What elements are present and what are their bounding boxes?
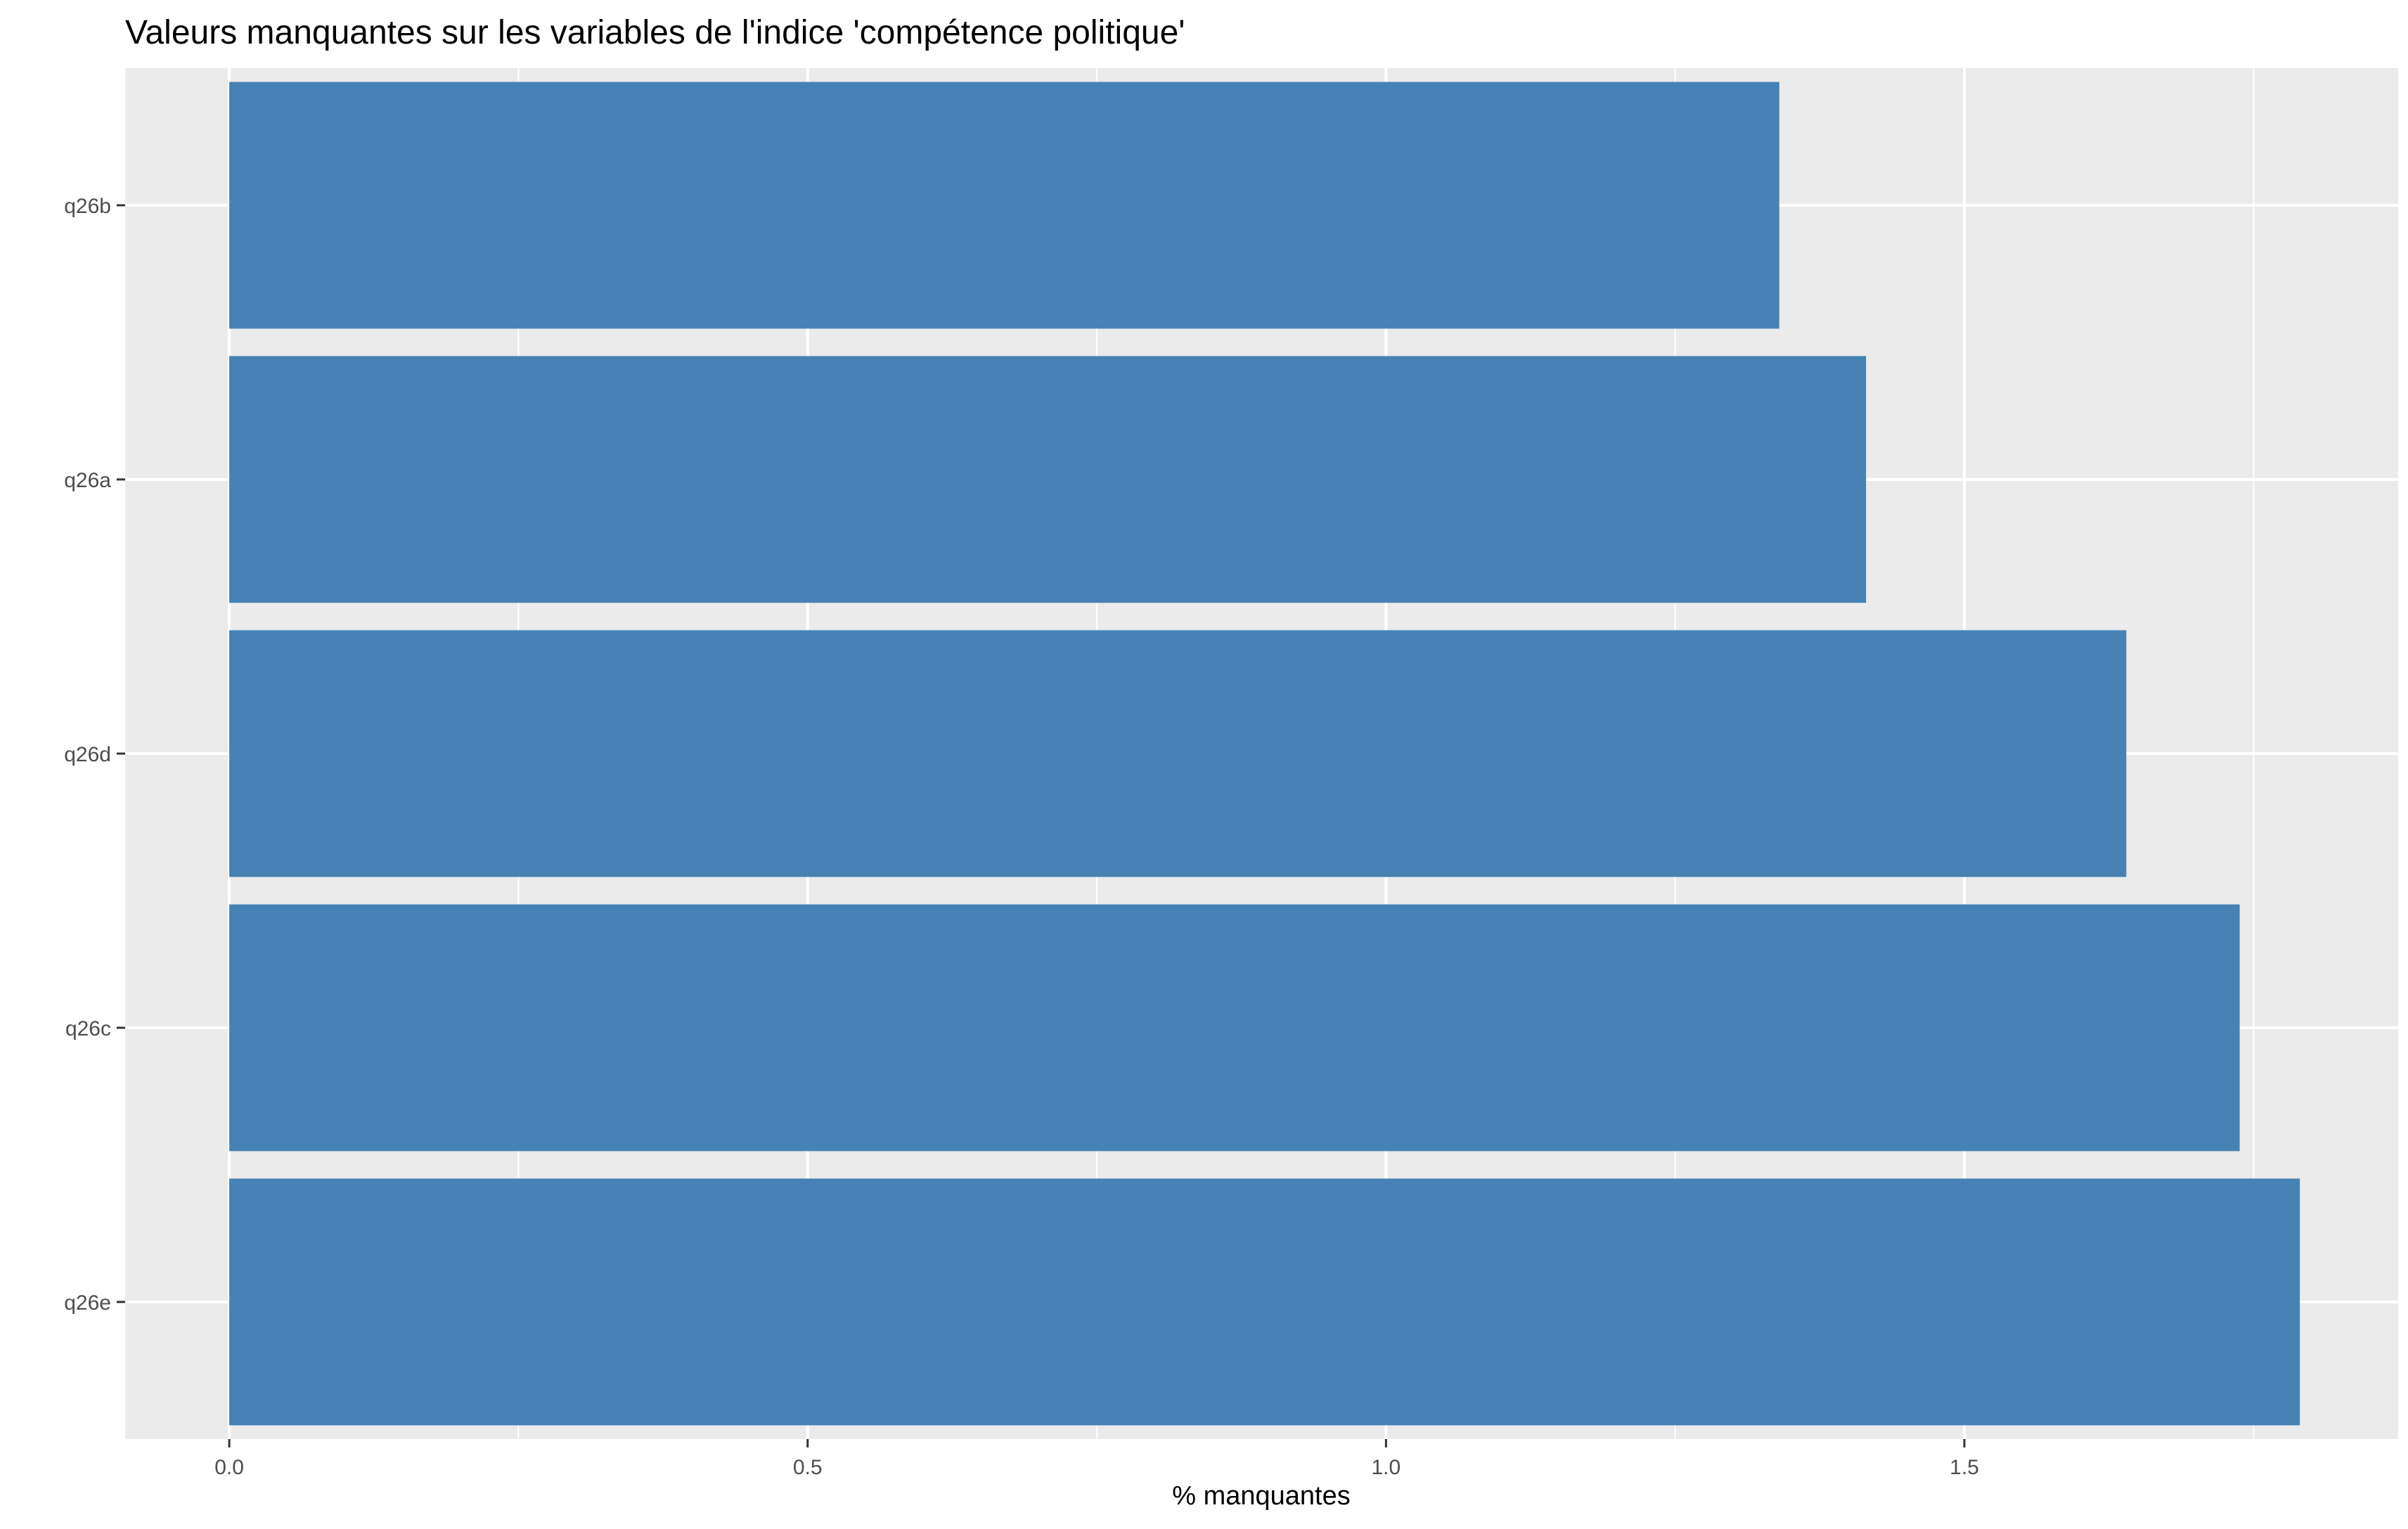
- bar-q26b: [229, 82, 1779, 329]
- x-tick-label: 0.0: [214, 1456, 244, 1479]
- y-tick-label: q26d: [64, 743, 111, 766]
- bar-q26d: [229, 630, 2127, 877]
- y-tick-label: q26b: [64, 195, 111, 218]
- x-axis: 0.0 0.5 1.0 1.5: [214, 1439, 1979, 1479]
- bar-q26e: [229, 1178, 2300, 1426]
- x-tick-label: 0.5: [793, 1456, 823, 1479]
- bar-q26a: [229, 356, 1867, 603]
- x-tick-label: 1.5: [1950, 1456, 1979, 1479]
- chart-title: Valeurs manquantes sur les variables de …: [125, 14, 1185, 51]
- bars: [229, 82, 2300, 1426]
- y-tick-label: q26e: [64, 1291, 111, 1315]
- y-axis: q26b q26a q26d q26c q26e: [64, 195, 125, 1315]
- y-tick-label: q26c: [65, 1017, 111, 1040]
- x-tick-label: 1.0: [1372, 1456, 1401, 1479]
- y-tick-label: q26a: [64, 469, 111, 492]
- x-axis-title: % manquantes: [1172, 1481, 1351, 1511]
- bar-q26c: [229, 904, 2240, 1151]
